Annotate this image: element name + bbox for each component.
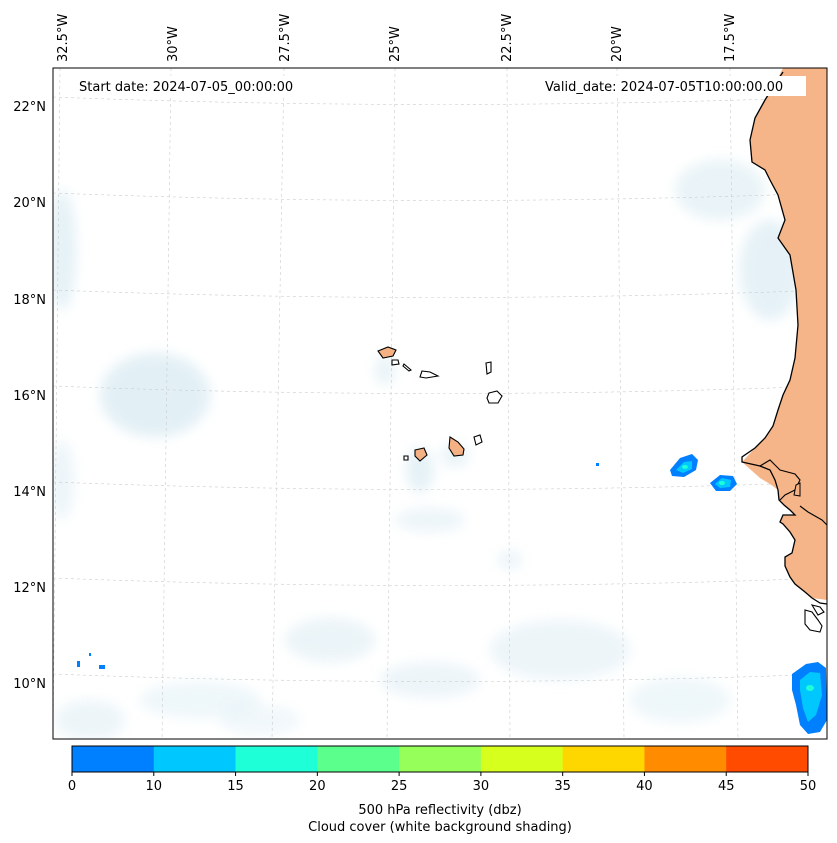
lon-label: 30°W [166, 26, 181, 62]
lon-label: 20°W [610, 26, 625, 62]
colorbar-cell [399, 746, 482, 772]
cloud-cover-layer [53, 160, 800, 739]
lat-label: 10°N [13, 677, 46, 692]
colorbar-cell [644, 746, 727, 772]
start-date-box [72, 76, 312, 96]
colorbar-tick-label: 20 [309, 779, 326, 794]
reflectivity-cells [77, 454, 827, 734]
valid-date-label: Valid_date: 2024-07-05T10:00:00.00 [545, 80, 783, 95]
colorbar-tick-label: 30 [473, 779, 490, 794]
graticule [53, 68, 827, 739]
colorbar-label-line2: Cloud cover (white background shading) [308, 820, 572, 835]
colorbar-cell [480, 746, 564, 772]
lon-label: 27.5°W [278, 14, 293, 62]
colorbar-tick-label: 10 [146, 779, 163, 794]
lon-label: 17.5°W [723, 14, 738, 62]
colorbar-tick-label: 15 [227, 779, 244, 794]
start-date-label: Start date: 2024-07-05_00:00:00 [79, 80, 293, 95]
colorbar-cell [317, 746, 400, 772]
colorbar-cell [72, 746, 155, 772]
colorbar-tick-label: 45 [718, 779, 735, 794]
lat-label: 14°N [13, 485, 46, 500]
colorbar-tick-label: 40 [636, 779, 653, 794]
map-panel: Start date: 2024-07-05_00:00:00 Valid_da… [53, 68, 827, 739]
colorbar-tick-label: 25 [391, 779, 408, 794]
colorbar-frame [71, 745, 809, 773]
colorbar-cell [235, 746, 318, 772]
lon-label: 25°W [388, 26, 403, 62]
lat-label: 18°N [13, 293, 46, 308]
lon-label: 32.5°W [56, 14, 71, 62]
lat-label: 22°N [13, 100, 46, 115]
lon-label: 22.5°W [500, 14, 515, 62]
colorbar-tick-label: 0 [68, 779, 76, 794]
colorbar: 0 10 15 20 25 30 35 40 45 50 500 hPa reflectivity… [68, 745, 817, 835]
valid-date-box [540, 76, 806, 96]
lat-label: 16°N [13, 389, 46, 404]
colorbar-label-line1: 500 hPa reflectivity (dbz) [358, 803, 521, 818]
colorbar-cell [726, 746, 809, 772]
colorbar-cell [153, 746, 237, 772]
cape-verde-islands [377, 346, 503, 462]
lat-label: 20°N [13, 196, 46, 211]
colorbar-tick-label: 50 [800, 779, 817, 794]
africa-landmass [741, 68, 827, 633]
colorbar-cell [562, 746, 645, 772]
colorbar-tick-label: 35 [554, 779, 571, 794]
longitude-labels: 32.5°W 30°W 27.5°W 25°W 22.5°W 20°W 17.5… [56, 14, 738, 62]
lat-label: 12°N [13, 581, 46, 596]
latitude-labels: 22°N 20°N 18°N 16°N 14°N 12°N 10°N [13, 100, 46, 692]
map-border [52, 67, 828, 740]
